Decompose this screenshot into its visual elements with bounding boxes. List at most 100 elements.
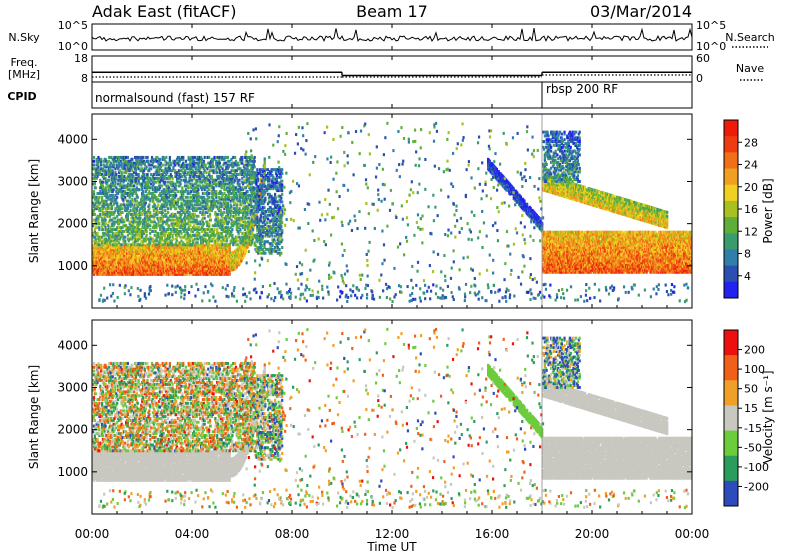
power-echo: [139, 159, 142, 163]
power-echo: [92, 268, 96, 272]
power-echo: [126, 229, 130, 233]
power-echo: [124, 195, 127, 199]
power-echo: [153, 220, 156, 224]
power-echo: [123, 220, 126, 224]
power-echo: [134, 214, 138, 218]
power-echo: [128, 195, 131, 199]
power-echo: [142, 222, 146, 226]
power-echo: [160, 229, 163, 233]
power-echo: [158, 257, 161, 261]
power-echo: [134, 171, 138, 175]
power-echo: [136, 201, 139, 205]
power-echo: [214, 249, 217, 253]
power-echo: [151, 184, 155, 188]
power-echo: [143, 216, 146, 220]
power-echo: [204, 263, 207, 267]
power-echo: [158, 167, 162, 171]
power-echo: [142, 257, 145, 261]
power-echo: [157, 233, 160, 237]
power-echo: [113, 222, 116, 226]
power-echo: [98, 228, 101, 232]
power-echo: [116, 246, 119, 250]
nsearch-tick-top: 10^5: [696, 19, 726, 32]
power-echo: [147, 249, 150, 253]
power-echo: [146, 197, 149, 201]
power-echo: [105, 186, 108, 190]
power-echo: [118, 270, 121, 274]
power-echo: [106, 241, 109, 245]
power-echo: [119, 235, 122, 239]
power-echo: [152, 257, 155, 261]
power-echo: [161, 222, 164, 226]
power-echo: [105, 171, 108, 175]
power-echo: [158, 171, 161, 175]
power-echo: [130, 165, 133, 169]
power-echo: [140, 228, 143, 232]
power-echo: [151, 174, 155, 178]
power-echo: [134, 191, 138, 195]
power-echo: [166, 257, 169, 261]
power-echo: [152, 188, 155, 192]
power-echo: [106, 253, 109, 257]
power-echo: [100, 218, 104, 222]
power-echo: [116, 267, 119, 271]
power-echo: [125, 224, 128, 228]
power-echo: [131, 231, 134, 235]
power-echo: [133, 235, 136, 239]
power-echo: [145, 180, 148, 184]
power-echo: [159, 178, 163, 182]
power-echo: [151, 265, 155, 269]
power-echo: [103, 165, 106, 169]
power-echo: [132, 174, 135, 178]
power-echo: [120, 259, 123, 263]
power-echo: [147, 224, 150, 228]
power-echo: [124, 257, 127, 261]
power-echo: [133, 197, 137, 201]
power-echo: [141, 195, 144, 199]
power-echo: [181, 186, 184, 190]
power-echo: [219, 209, 222, 213]
power-echo: [126, 199, 130, 203]
power-echo: [117, 212, 121, 216]
power-echo: [162, 209, 165, 213]
power-echo: [147, 191, 150, 195]
power-echo: [198, 231, 201, 235]
power-echo: [227, 259, 230, 263]
power-echo: [141, 199, 144, 203]
power-echo: [183, 251, 187, 255]
power-echo: [186, 261, 189, 265]
power-echo: [108, 171, 111, 175]
power-echo: [92, 167, 96, 171]
power-echo: [158, 210, 162, 214]
power-echo: [142, 205, 146, 209]
power-echo: [146, 174, 149, 178]
power-echo: [153, 239, 156, 243]
power-echo: [143, 209, 146, 213]
power-echo: [167, 255, 171, 259]
power-echo: [148, 203, 151, 207]
power-echo: [114, 199, 117, 203]
power-echo: [137, 268, 140, 272]
power-echo: [131, 214, 134, 218]
power-echo: [157, 231, 160, 235]
power-echo: [101, 207, 105, 211]
power-echo: [94, 167, 97, 171]
power-echo: [158, 173, 161, 177]
power-echo: [155, 173, 158, 177]
power-echo: [223, 210, 226, 214]
date-title: 03/Mar/2014: [590, 2, 692, 21]
power-echo: [217, 212, 220, 216]
power-echo: [162, 214, 165, 218]
nave-label: Nave: [736, 62, 764, 75]
power-echo: [97, 167, 100, 171]
power-echo: [158, 265, 162, 269]
power-echo: [148, 190, 151, 194]
power-echo: [226, 246, 230, 250]
power-echo: [113, 176, 116, 180]
power-echo: [150, 182, 153, 186]
power-echo: [101, 203, 105, 207]
power-echo: [137, 178, 140, 182]
power-echo: [94, 237, 97, 241]
power-echo: [99, 171, 102, 175]
power-echo: [137, 163, 140, 167]
